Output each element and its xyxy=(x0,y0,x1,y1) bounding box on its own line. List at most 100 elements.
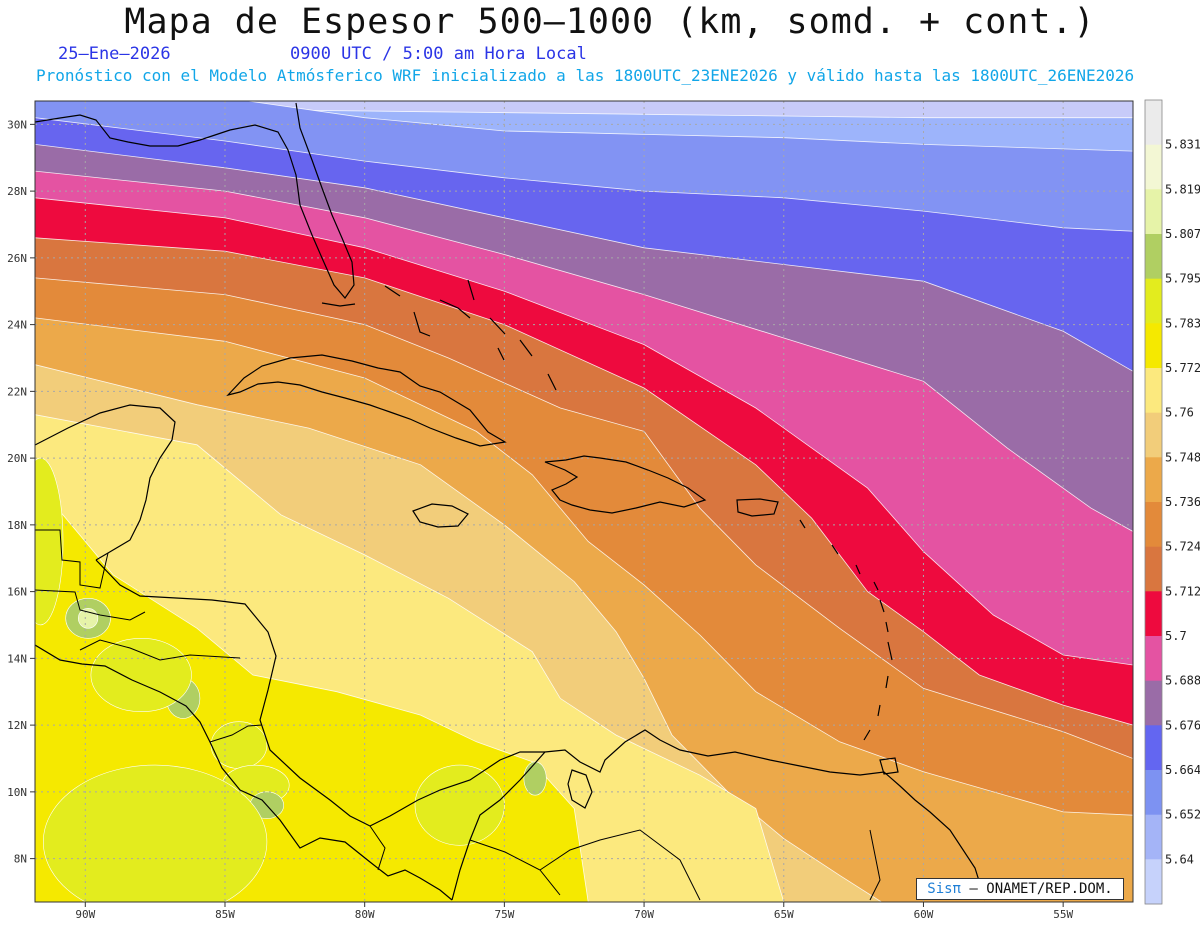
lon-label: 55W xyxy=(1053,908,1073,921)
plot-frame xyxy=(34,100,1134,903)
lon-label: 70W xyxy=(634,908,654,921)
patch-8 xyxy=(414,764,505,846)
colorbar-swatch xyxy=(1145,725,1162,771)
latitude-labels: 30N 28N 26N 24N 22N 20N 18N 16N 14N 12N 10N 8N xyxy=(7,118,35,866)
lat-label: 22N xyxy=(7,385,27,398)
puerto-rico-coast xyxy=(736,498,779,517)
colorbar-swatch xyxy=(1145,770,1162,816)
florida-coast xyxy=(35,102,355,299)
colorbar-label: 5.724 xyxy=(1165,540,1200,554)
sispi-logo: Sisπ xyxy=(927,881,961,897)
forecast-time: 0900 UTC / 5:00 am Hora Local xyxy=(290,44,587,64)
contour-line-12 xyxy=(35,481,589,902)
lat-label: 28N xyxy=(7,185,27,198)
colorbar-label: 5.652 xyxy=(1165,808,1200,822)
lat-label: 24N xyxy=(7,319,27,332)
colorbar-swatch xyxy=(1145,100,1162,146)
colorbar-swatch xyxy=(1145,323,1162,369)
map-title: Mapa de Espesor 500–1000 (km, somd. + co… xyxy=(124,2,1096,42)
colorbar-label: 5.795 xyxy=(1165,272,1200,286)
colorbar-label: 5.748 xyxy=(1165,450,1200,464)
contour-line-6 xyxy=(35,197,1133,666)
colorbar-label: 5.831 xyxy=(1165,138,1200,152)
political-borders xyxy=(35,529,881,901)
colorbar-label: 5.76 xyxy=(1165,406,1194,420)
lon-label: 75W xyxy=(494,908,514,921)
lon-label: 60W xyxy=(914,908,934,921)
patch-9 xyxy=(43,764,268,902)
florida-keys xyxy=(321,302,356,307)
contour-line-11 xyxy=(35,414,785,902)
colorbar-swatch xyxy=(1145,814,1162,860)
patch-10 xyxy=(523,761,547,796)
colorbar-swatch xyxy=(1145,457,1162,503)
colorbar-label: 5.736 xyxy=(1165,495,1200,509)
lon-label: 65W xyxy=(774,908,794,921)
contour-line-4 xyxy=(35,144,1133,372)
colorbar-swatch xyxy=(1145,144,1162,190)
lat-label: 12N xyxy=(7,719,27,732)
colorbar-swatch xyxy=(1145,234,1162,280)
colorbar-swatch xyxy=(1145,680,1162,726)
jamaica-coast xyxy=(412,503,469,528)
colorbar-label: 5.819 xyxy=(1165,182,1200,196)
colorbar-label: 5.688 xyxy=(1165,674,1200,688)
colorbar-swatch xyxy=(1145,278,1162,324)
colorbar-swatch xyxy=(1145,636,1162,682)
patch-4 xyxy=(90,637,192,712)
lat-label: 26N xyxy=(7,252,27,265)
colorbar-label: 5.64 xyxy=(1165,852,1194,866)
colorbar-label: 5.783 xyxy=(1165,316,1200,330)
colorbar-label: 5.772 xyxy=(1165,361,1200,375)
lesser-antilles xyxy=(799,519,893,741)
map-plot-area xyxy=(35,101,1133,902)
colombia-venezuela-coast xyxy=(451,729,986,901)
lat-label: 10N xyxy=(7,786,27,799)
colorbar-swatch xyxy=(1145,189,1162,235)
forecast-date: 25–Ene–2026 xyxy=(58,44,171,64)
lon-label: 90W xyxy=(75,908,95,921)
lat-label: 14N xyxy=(7,652,27,665)
colorbar-swatch xyxy=(1145,368,1162,414)
lat-label: 8N xyxy=(14,853,27,866)
credit-text: – ONAMET/REP.DOM. xyxy=(969,881,1113,897)
hispaniola-coast xyxy=(544,455,707,514)
thickness-patches xyxy=(35,457,547,902)
colorbar-label: 5.676 xyxy=(1165,718,1200,732)
lat-label: 18N xyxy=(7,519,27,532)
colorbar-label: 5.664 xyxy=(1165,763,1200,777)
colorbar-swatch xyxy=(1145,591,1162,637)
contour-line-5 xyxy=(35,170,1133,532)
colorbar-swatch xyxy=(1145,859,1162,905)
lon-label: 80W xyxy=(355,908,375,921)
central-america-pacific-coast xyxy=(35,644,453,901)
colorbar-swatch xyxy=(1145,502,1162,548)
patch-0 xyxy=(35,457,64,626)
colorbar-swatch xyxy=(1145,412,1162,458)
graticule xyxy=(35,101,1133,902)
colorbar-label: 5.807 xyxy=(1165,227,1200,241)
yucatan-coast xyxy=(35,404,176,561)
central-america-caribbean-coast xyxy=(95,559,545,827)
bahamas-islands xyxy=(384,279,557,391)
colorbar-label: 5.712 xyxy=(1165,584,1200,598)
lat-label: 30N xyxy=(7,118,27,131)
patch-2 xyxy=(77,607,99,629)
lat-label: 16N xyxy=(7,586,27,599)
colorbar: 5.831 5.819 5.807 5.795 5.783 5.772 5.76 5.748 5… xyxy=(1144,99,1200,905)
colorbar-swatch xyxy=(1145,546,1162,592)
lon-label: 85W xyxy=(215,908,235,921)
credit-box: Sisπ – ONAMET/REP.DOM. xyxy=(916,878,1124,900)
lat-label: 20N xyxy=(7,452,27,465)
colorbar-label: 5.7 xyxy=(1165,629,1187,643)
trinidad-coast xyxy=(879,757,899,775)
thickness-bands xyxy=(35,101,1133,902)
lake-maracaibo xyxy=(567,769,593,809)
longitude-labels: 90W 85W 80W 75W 70W 65W 60W 55W xyxy=(75,902,1074,921)
contour-line-10 xyxy=(35,364,882,902)
colorbar-frame xyxy=(1144,99,1163,905)
cuba-coast xyxy=(226,354,507,447)
coastlines xyxy=(35,102,986,901)
forecast-description: Pronóstico con el Modelo Atmósferico WRF… xyxy=(36,66,1135,85)
